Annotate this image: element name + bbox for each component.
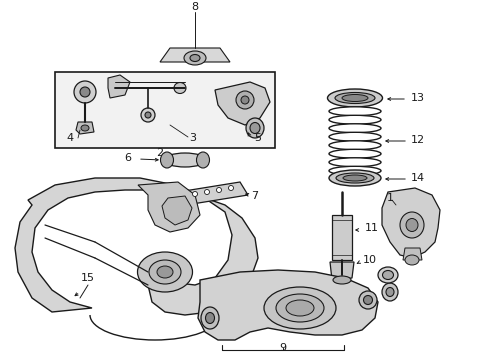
Ellipse shape [201, 307, 219, 329]
Ellipse shape [333, 276, 351, 284]
Ellipse shape [141, 108, 155, 122]
Ellipse shape [406, 219, 418, 231]
Ellipse shape [386, 288, 394, 297]
Ellipse shape [329, 170, 381, 186]
Text: 9: 9 [279, 343, 287, 353]
Text: 14: 14 [411, 173, 425, 183]
Polygon shape [15, 178, 258, 315]
Ellipse shape [193, 192, 197, 197]
Text: 3: 3 [190, 133, 196, 143]
Ellipse shape [329, 158, 381, 167]
Ellipse shape [329, 149, 381, 158]
Polygon shape [198, 270, 378, 340]
Ellipse shape [236, 91, 254, 109]
Polygon shape [382, 188, 440, 258]
Ellipse shape [204, 189, 210, 194]
Bar [332, 215, 352, 260]
Ellipse shape [174, 82, 186, 94]
Polygon shape [76, 122, 94, 134]
Text: 5: 5 [254, 133, 262, 143]
Polygon shape [403, 248, 422, 260]
Ellipse shape [241, 96, 249, 104]
Ellipse shape [74, 81, 96, 103]
Ellipse shape [286, 300, 314, 316]
Ellipse shape [111, 82, 125, 94]
Ellipse shape [329, 124, 381, 133]
Text: 4: 4 [67, 133, 74, 143]
Ellipse shape [184, 51, 206, 65]
Ellipse shape [382, 283, 398, 301]
Text: 15: 15 [81, 273, 95, 283]
Ellipse shape [228, 185, 234, 190]
Text: 6: 6 [124, 153, 131, 163]
Ellipse shape [145, 112, 151, 118]
Polygon shape [160, 48, 230, 62]
Ellipse shape [149, 260, 181, 284]
Polygon shape [215, 82, 270, 125]
Ellipse shape [161, 152, 173, 168]
Ellipse shape [343, 175, 367, 181]
Ellipse shape [246, 118, 264, 138]
Polygon shape [138, 182, 200, 232]
Ellipse shape [329, 115, 381, 124]
Ellipse shape [359, 291, 377, 309]
Ellipse shape [342, 94, 368, 102]
Ellipse shape [190, 54, 200, 62]
Text: 11: 11 [365, 223, 379, 233]
Ellipse shape [335, 93, 375, 104]
Text: 7: 7 [251, 191, 259, 201]
Ellipse shape [205, 312, 215, 324]
Ellipse shape [217, 188, 221, 193]
Ellipse shape [80, 87, 90, 97]
Text: 8: 8 [192, 2, 198, 12]
Text: 2: 2 [156, 148, 164, 158]
Text: 10: 10 [363, 255, 377, 265]
Ellipse shape [138, 252, 193, 292]
Text: 12: 12 [411, 135, 425, 145]
Bar [55, 72, 275, 148]
Ellipse shape [405, 255, 419, 265]
Ellipse shape [378, 267, 398, 283]
Polygon shape [162, 196, 192, 225]
Ellipse shape [81, 125, 89, 131]
Polygon shape [108, 75, 130, 98]
Text: 1: 1 [387, 193, 393, 203]
Ellipse shape [329, 141, 381, 150]
Ellipse shape [400, 212, 424, 238]
Ellipse shape [329, 107, 381, 116]
Ellipse shape [264, 287, 336, 329]
Ellipse shape [336, 173, 374, 183]
Text: 13: 13 [411, 93, 425, 103]
Ellipse shape [329, 166, 381, 175]
Polygon shape [178, 182, 248, 205]
Ellipse shape [164, 153, 206, 167]
Ellipse shape [157, 266, 173, 278]
Polygon shape [330, 262, 354, 280]
Ellipse shape [364, 296, 372, 305]
Ellipse shape [383, 270, 393, 279]
Ellipse shape [276, 294, 324, 322]
Ellipse shape [329, 132, 381, 141]
Ellipse shape [196, 152, 210, 168]
Ellipse shape [250, 122, 260, 134]
Ellipse shape [327, 89, 383, 107]
